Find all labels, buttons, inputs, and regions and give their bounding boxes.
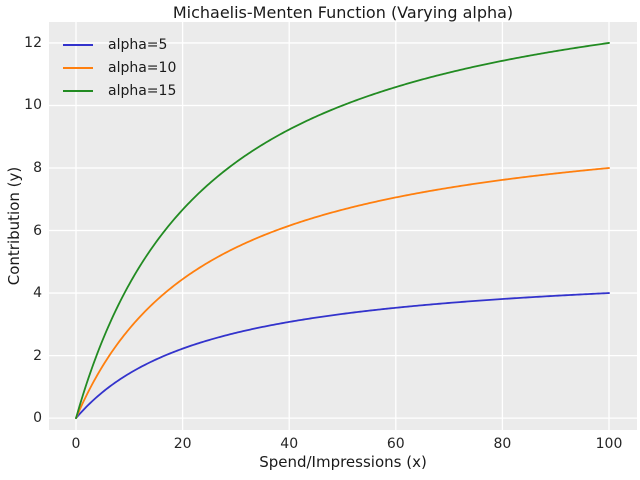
legend-label-alpha5: alpha=5 <box>108 36 168 53</box>
curve-alpha-5 <box>75 292 610 420</box>
x-tick-label-40: 40 <box>280 436 299 452</box>
y-tick-label-12: 12 <box>24 34 42 51</box>
legend-line-swatch-alpha5 <box>63 43 93 46</box>
legend: alpha=5 alpha=10 alpha=15 <box>63 33 176 102</box>
x-axis-label: Spend/Impressions (x) <box>259 453 427 471</box>
x-tick-label-80: 80 <box>493 436 512 452</box>
legend-item-alpha15: alpha=15 <box>63 79 176 102</box>
y-tick-label-4: 4 <box>33 285 42 302</box>
plot-area: alpha=5 alpha=10 alpha=15 <box>49 22 637 430</box>
legend-label-alpha10: alpha=10 <box>108 59 177 76</box>
x-tick-label-0: 0 <box>71 436 81 452</box>
y-axis-label: Contribution (y) <box>5 166 23 286</box>
y-tick-label-10: 10 <box>24 97 42 114</box>
legend-item-alpha5: alpha=5 <box>63 33 176 56</box>
legend-line-swatch-alpha15 <box>63 89 93 92</box>
x-tick-label-100: 100 <box>595 436 623 452</box>
chart-title: Michaelis-Menten Function (Varying alpha… <box>172 3 514 22</box>
y-tick-label-2: 2 <box>33 347 42 364</box>
legend-line-swatch-alpha10 <box>63 66 93 69</box>
y-tick-label-0: 0 <box>33 410 42 427</box>
y-tick-label-8: 8 <box>33 160 42 176</box>
curve-alpha-10 <box>75 167 610 420</box>
x-tick-label-20: 20 <box>173 436 192 452</box>
legend-item-alpha10: alpha=10 <box>63 56 176 79</box>
legend-label-alpha15: alpha=15 <box>108 82 177 99</box>
curve-alpha-15 <box>75 42 610 420</box>
x-tick-label-60: 60 <box>386 436 405 452</box>
y-tick-label-6: 6 <box>33 222 42 239</box>
plot-canvas <box>49 22 637 430</box>
